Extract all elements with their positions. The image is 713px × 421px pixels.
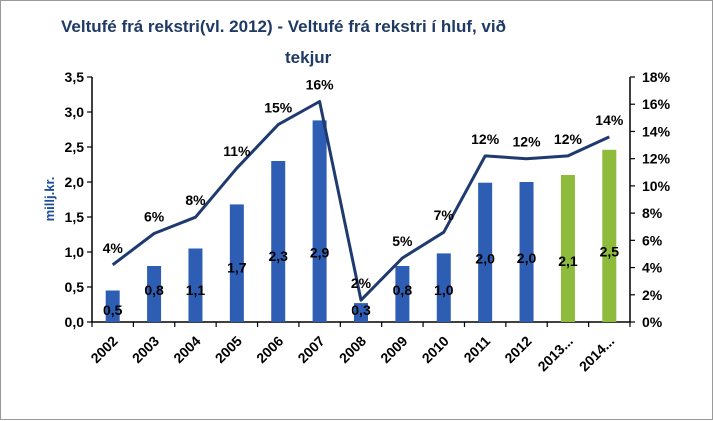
y-right-tick-label: 0% <box>642 314 663 330</box>
bar <box>478 182 493 322</box>
y-right-tick-label: 8% <box>642 205 663 221</box>
line-value-label: 4% <box>103 240 124 256</box>
y-axis-label: millj.kr. <box>42 177 57 222</box>
x-tick-label: 2007 <box>294 333 327 366</box>
plot-area: 0,0 0,5 1,0 1,5 2,0 2,5 3,0 3,5 0% 2% 4% 6% 8% 10% 12%… <box>65 69 671 374</box>
bar-value-label: 0,3 <box>351 302 371 318</box>
bar <box>395 266 410 322</box>
bar-value-label: 2,3 <box>268 248 288 264</box>
bar-value-label: 2,0 <box>517 250 537 266</box>
bar <box>436 253 451 322</box>
x-tick-label: 2004 <box>170 333 203 366</box>
bar <box>229 204 244 322</box>
bar-value-label: 0,8 <box>144 282 164 298</box>
x-tick-label: 2014... <box>576 333 618 375</box>
line-value-label: 8% <box>185 192 206 208</box>
bar <box>271 161 286 322</box>
y-right-tick-label: 6% <box>642 232 663 248</box>
x-tick-label: 2006 <box>253 333 286 366</box>
x-tick-label: 2008 <box>336 333 369 366</box>
y-right-tick-label: 10% <box>642 178 671 194</box>
y-right-tick-label: 2% <box>642 287 663 303</box>
line-value-label: 12% <box>471 131 500 147</box>
x-tick-label: 2002 <box>87 333 120 366</box>
line-value-label: 6% <box>144 209 165 225</box>
bar <box>312 120 327 323</box>
line-series <box>111 100 610 302</box>
y-left-tick-label: 1,5 <box>65 209 85 225</box>
y-left-tick-label: 1,0 <box>65 244 85 260</box>
bar <box>147 266 162 322</box>
y-left-tick-label: 3,5 <box>65 69 85 85</box>
y-right-tick-label: 14% <box>642 123 671 139</box>
bar-value-label: 2,0 <box>475 250 495 266</box>
bar-value-label: 0,5 <box>103 302 123 318</box>
line-value-label: 11% <box>223 143 251 159</box>
chart-title: Veltufé frá rekstri(vl. 2012) - Veltufé … <box>61 17 506 36</box>
y-right-tick-label: 18% <box>642 69 671 85</box>
bar <box>560 175 575 322</box>
y-left-tick-label: 3,0 <box>65 104 85 120</box>
bar-value-label: 1,0 <box>434 282 454 298</box>
bar-value-label: 0,8 <box>393 282 413 298</box>
x-tick-label: 2003 <box>129 333 162 366</box>
line-value-label: 7% <box>434 207 455 223</box>
x-tick-label: 2009 <box>377 333 410 366</box>
bar <box>602 149 617 322</box>
bar-value-label: 2,1 <box>558 253 578 269</box>
chart-subtitle: tekjur <box>285 48 332 67</box>
y-left-tick-label: 0,0 <box>65 314 85 330</box>
y-left-tick-label: 2,5 <box>65 139 85 155</box>
bar <box>519 182 534 322</box>
line-value-label: 2% <box>351 275 372 291</box>
line-value-label: 14% <box>595 112 624 128</box>
y-right-tick-label: 16% <box>642 96 671 112</box>
line-value-label: 16% <box>306 77 335 93</box>
bar-value-label: 1,7 <box>227 260 247 276</box>
x-tick-label: 2013... <box>534 333 576 375</box>
y-right-tick-label: 12% <box>642 151 671 167</box>
line-value-label: 5% <box>392 233 413 249</box>
line-value-label: 12% <box>554 131 583 147</box>
y-left-tick-label: 2,0 <box>65 174 85 190</box>
bar-value-label: 2,9 <box>310 244 330 260</box>
y-right-tick-label: 4% <box>642 260 663 276</box>
x-tick-label: 2010 <box>419 333 452 366</box>
x-tick-label: 2005 <box>212 333 245 366</box>
line-value-label: 15% <box>264 100 293 116</box>
y-left-tick-label: 0,5 <box>65 279 85 295</box>
x-tick-label: 2012 <box>501 333 534 366</box>
line-value-label: 12% <box>513 134 542 150</box>
bar <box>105 290 120 322</box>
bar-value-label: 1,1 <box>186 282 206 298</box>
bar-value-label: 2,5 <box>600 244 620 260</box>
bar <box>188 248 203 322</box>
bar <box>354 303 368 322</box>
x-tick-label: 2011 <box>460 333 493 366</box>
